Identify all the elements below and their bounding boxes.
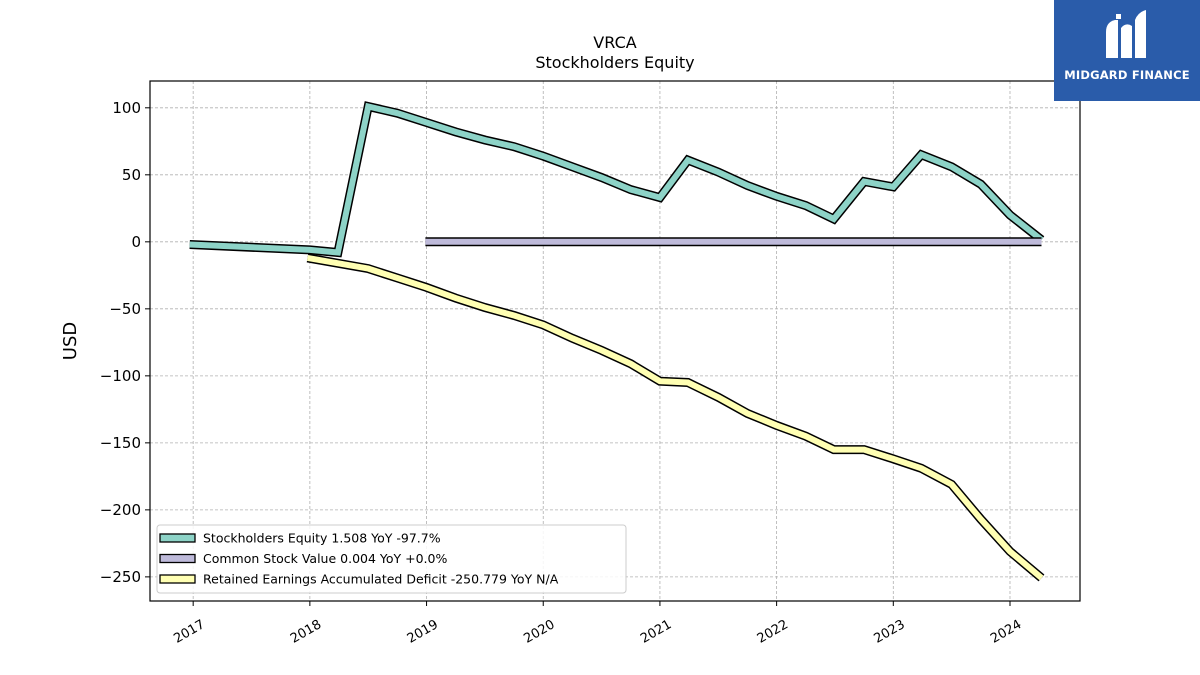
series-layer xyxy=(189,101,1045,582)
y-tick-label: 100 xyxy=(112,99,141,117)
y-tick-label: −250 xyxy=(100,568,141,586)
x-tick-label: 2023 xyxy=(871,617,907,647)
legend-swatch xyxy=(159,553,196,564)
chart-title: VRCA xyxy=(593,33,636,52)
y-tick-label: −50 xyxy=(109,300,141,318)
legend: Stockholders Equity 1.508 YoY -97.7% Comm… xyxy=(156,524,627,594)
legend-swatch xyxy=(159,533,196,543)
y-tick-label: −100 xyxy=(100,367,141,385)
x-tick-label: 2018 xyxy=(288,617,324,647)
x-tick-label: 2022 xyxy=(755,617,791,647)
x-tick-label: 2019 xyxy=(405,617,441,647)
y-tick-label: −150 xyxy=(100,434,141,452)
legend-entry: Common Stock Value 0.004 YoY +0.0% xyxy=(203,551,447,566)
x-tick-label: 2021 xyxy=(638,617,674,647)
legend-box xyxy=(156,524,627,594)
x-tick-label: 2024 xyxy=(988,617,1024,647)
grid-lines xyxy=(150,81,1080,601)
y-tick-label: 0 xyxy=(131,233,141,251)
x-tick-label: 2020 xyxy=(521,617,557,647)
y-tick-label: 50 xyxy=(122,166,141,184)
plot-frame xyxy=(149,80,1081,602)
series-line-2 xyxy=(306,254,1044,581)
x-axis: 2017 2018 2019 2020 2021 2022 2023 2024 xyxy=(171,601,1024,647)
legend-swatch xyxy=(159,574,196,584)
midgard-m-logo-icon xyxy=(1106,10,1146,58)
x-tick-label: 2017 xyxy=(171,617,207,647)
series-line-0 xyxy=(189,102,1044,256)
legend-entry: Retained Earnings Accumulated Deficit -2… xyxy=(203,572,559,587)
y-tick-label: −200 xyxy=(100,501,141,519)
y-axis: 100 50 0 −50 −100 −150 −200 −250 xyxy=(100,99,150,586)
brand-logo: MIDGARD FINANCE xyxy=(1054,0,1200,101)
chart-subtitle: Stockholders Equity xyxy=(535,53,694,72)
series-outline-0 xyxy=(189,101,1045,258)
brand-name: MIDGARD FINANCE xyxy=(1064,68,1190,82)
y-axis-label: USD xyxy=(60,322,81,360)
legend-entry: Stockholders Equity 1.508 YoY -97.7% xyxy=(203,531,441,546)
